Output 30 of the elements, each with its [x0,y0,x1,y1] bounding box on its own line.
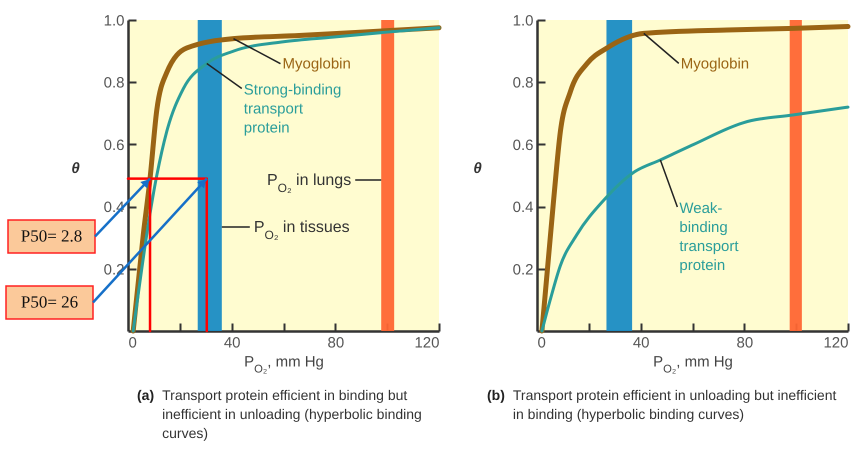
annotation: P50= 26 [20,292,78,312]
y-tick-label: 0.2 [512,261,534,278]
text: Weak-binding transport protein [679,200,740,274]
series-label: Myoglobin [680,55,750,72]
x-tick-label: 80 [736,334,754,352]
x-tick-label: 0 [128,334,137,352]
y-tick-label: 0.6 [512,136,534,154]
annotation: P50= 2.8 [20,226,82,246]
x-axis-title: P$_{O₂}$, mm Hg [244,354,324,376]
x-tick-label: 40 [632,334,650,352]
x-tick-label: 120 [823,334,848,352]
x-axis-title: P$_{O₂}$, mm Hg [653,354,733,376]
y-axis-title: θ [473,160,482,177]
y-tick-label: 0.8 [512,74,534,92]
band-label: P$_{O₂}$ in tissues [254,219,350,242]
x-tick-label: 40 [224,334,241,352]
y-tick-label: 0.6 [104,136,124,154]
text: (a) Transport protein efficient in binding but inefficient in unloading (hyperbolic binding curves) [137,386,423,443]
y-tick-label: 1.0 [512,12,534,30]
y-tick-label: 0.4 [512,199,534,216]
x-tick-label: 120 [414,334,440,352]
y-tick-label: 1.0 [104,12,124,30]
y-axis-title: θ [71,160,80,177]
series-label: Myoglobin [282,56,351,73]
x-tick-label: 0 [538,334,546,352]
y-tick-label: 0.8 [104,74,124,92]
text: Strong-binding transport protein [244,82,342,137]
band-label: P$_{O₂}$ in lungs [266,172,352,195]
x-tick-label: 80 [327,334,344,352]
text: (b) Transport protein efficient in unloading but inefficient in binding (hyperbolic binding curves) [487,386,838,424]
